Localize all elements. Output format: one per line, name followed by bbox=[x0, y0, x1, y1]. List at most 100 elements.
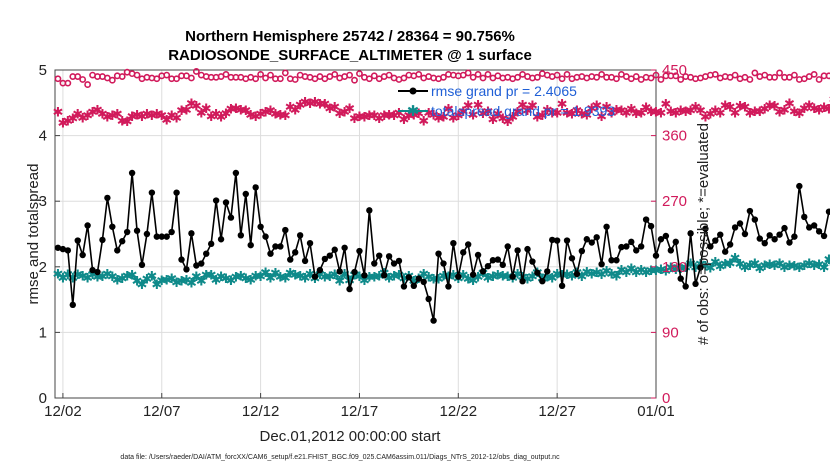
rmse-point bbox=[445, 283, 452, 290]
evaluated-point: ✱ bbox=[319, 98, 330, 113]
evaluated-point: ✱ bbox=[680, 105, 691, 120]
spread-point: ✱ bbox=[156, 274, 167, 289]
evaluated-point: ✱ bbox=[354, 110, 365, 125]
evaluated-point: ✱ bbox=[571, 104, 582, 119]
data-file-footer: data file: /Users/raeder/DAI/ATM_forcXX/… bbox=[120, 454, 560, 461]
spread-point: ✱ bbox=[176, 275, 187, 290]
evaluated-point: ✱ bbox=[137, 110, 148, 125]
plot-frame bbox=[54, 69, 657, 399]
rmse-point bbox=[549, 236, 556, 244]
evaluated-point: ✱ bbox=[715, 106, 726, 121]
evaluated-point: ✱ bbox=[334, 107, 345, 122]
evaluated-point: ✱ bbox=[586, 102, 597, 117]
spread-point: ✱ bbox=[235, 269, 246, 284]
possible-point bbox=[810, 70, 818, 78]
spread-point: ✱ bbox=[92, 271, 103, 286]
spread-point: ✱ bbox=[512, 267, 523, 282]
spread-point: ✱ bbox=[161, 273, 172, 288]
rmse-point bbox=[450, 239, 457, 247]
evaluated-point: ✱ bbox=[369, 109, 380, 124]
spread-point: ✱ bbox=[730, 252, 741, 267]
spread-point: ✱ bbox=[769, 259, 780, 274]
spread-point: ✱ bbox=[260, 266, 271, 281]
possible-point bbox=[731, 71, 739, 79]
possible-point bbox=[613, 75, 620, 83]
spread-point: ✱ bbox=[389, 269, 400, 284]
possible-point bbox=[652, 71, 660, 79]
spread-point: ✱ bbox=[206, 269, 217, 284]
evaluated-point: ✱ bbox=[230, 102, 241, 117]
evaluated-point: ✱ bbox=[166, 109, 177, 124]
y-left-tick-label: 3 bbox=[39, 193, 47, 210]
evaluated-point: ✱ bbox=[82, 109, 93, 124]
evaluated-point: ✱ bbox=[468, 108, 479, 123]
evaluated-point: ✱ bbox=[211, 108, 222, 123]
rmse-series bbox=[54, 169, 830, 324]
spread-point: ✱ bbox=[359, 274, 370, 289]
evaluated-point: ✱ bbox=[418, 114, 429, 129]
spread-point: ✱ bbox=[433, 273, 444, 288]
spread-point: ✱ bbox=[394, 269, 405, 284]
rmse-point bbox=[247, 241, 254, 249]
spread-point: ✱ bbox=[270, 267, 281, 282]
rmse-point bbox=[731, 224, 739, 231]
legend-spread-marker: ✱ bbox=[407, 102, 420, 120]
possible-point bbox=[479, 74, 487, 82]
spread-point: ✱ bbox=[759, 259, 770, 274]
evaluated-point: ✱ bbox=[804, 99, 815, 114]
evaluated-point: ✱ bbox=[809, 102, 820, 117]
spread-point: ✱ bbox=[82, 271, 93, 286]
spread-point: ✱ bbox=[819, 261, 830, 276]
spread-point: ✱ bbox=[295, 269, 306, 284]
rmse-point bbox=[672, 238, 679, 246]
spread-point: ✱ bbox=[57, 271, 68, 286]
rmse-point bbox=[138, 261, 146, 269]
rmse-point bbox=[568, 255, 576, 262]
possible-point bbox=[771, 73, 779, 81]
rmse-point bbox=[188, 230, 195, 237]
rmse-point bbox=[390, 260, 398, 267]
evaluated-point: ✱ bbox=[759, 103, 770, 118]
rmse-point bbox=[336, 268, 343, 275]
spread-point: ✱ bbox=[764, 258, 775, 273]
evaluated-point: ✱ bbox=[364, 109, 375, 124]
rmse-point bbox=[405, 274, 413, 281]
evaluated-point: ✱ bbox=[62, 114, 73, 129]
rmse-point bbox=[366, 207, 373, 214]
possible-point bbox=[415, 70, 423, 78]
y-axis-right-label: # of obs: o=possible; *=evaluated bbox=[695, 123, 712, 345]
spread-point: ✱ bbox=[438, 269, 449, 284]
spread-point: ✱ bbox=[665, 261, 676, 276]
evaluated-point: ✱ bbox=[819, 101, 830, 116]
rmse-point bbox=[806, 224, 813, 231]
spread-point: ✱ bbox=[250, 269, 261, 284]
possible-point bbox=[400, 74, 408, 82]
evaluated-point: ✱ bbox=[754, 105, 765, 120]
rmse-point bbox=[128, 169, 136, 177]
evaluated-point: ✱ bbox=[305, 97, 316, 112]
possible-point bbox=[825, 72, 830, 80]
rmse-point bbox=[514, 247, 521, 254]
rmse-point bbox=[301, 257, 309, 265]
rmse-point bbox=[69, 301, 76, 309]
evaluated-point: ✱ bbox=[181, 103, 192, 118]
y-axis-left-label: rmse and totalspread bbox=[25, 164, 42, 305]
evaluated-point: ✱ bbox=[77, 111, 88, 126]
spread-point: ✱ bbox=[334, 275, 345, 290]
spread-point: ✱ bbox=[601, 265, 612, 280]
spread-point: ✱ bbox=[725, 257, 736, 272]
rmse-point bbox=[578, 247, 586, 255]
rmse-point bbox=[761, 239, 768, 247]
rmse-point bbox=[94, 268, 101, 276]
rmse-point bbox=[702, 225, 709, 232]
rmse-point bbox=[277, 243, 284, 250]
evaluated-point: ✱ bbox=[117, 114, 128, 129]
rmse-point bbox=[642, 216, 650, 223]
evaluated-point: ✱ bbox=[235, 103, 246, 118]
spread-point: ✱ bbox=[621, 266, 632, 281]
evaluated-point: ✱ bbox=[448, 111, 459, 126]
rmse-point bbox=[420, 278, 427, 286]
x-tick-label: 01/01 bbox=[637, 403, 675, 420]
spread-point: ✱ bbox=[631, 266, 642, 281]
x-tick-label: 12/22 bbox=[440, 403, 478, 420]
